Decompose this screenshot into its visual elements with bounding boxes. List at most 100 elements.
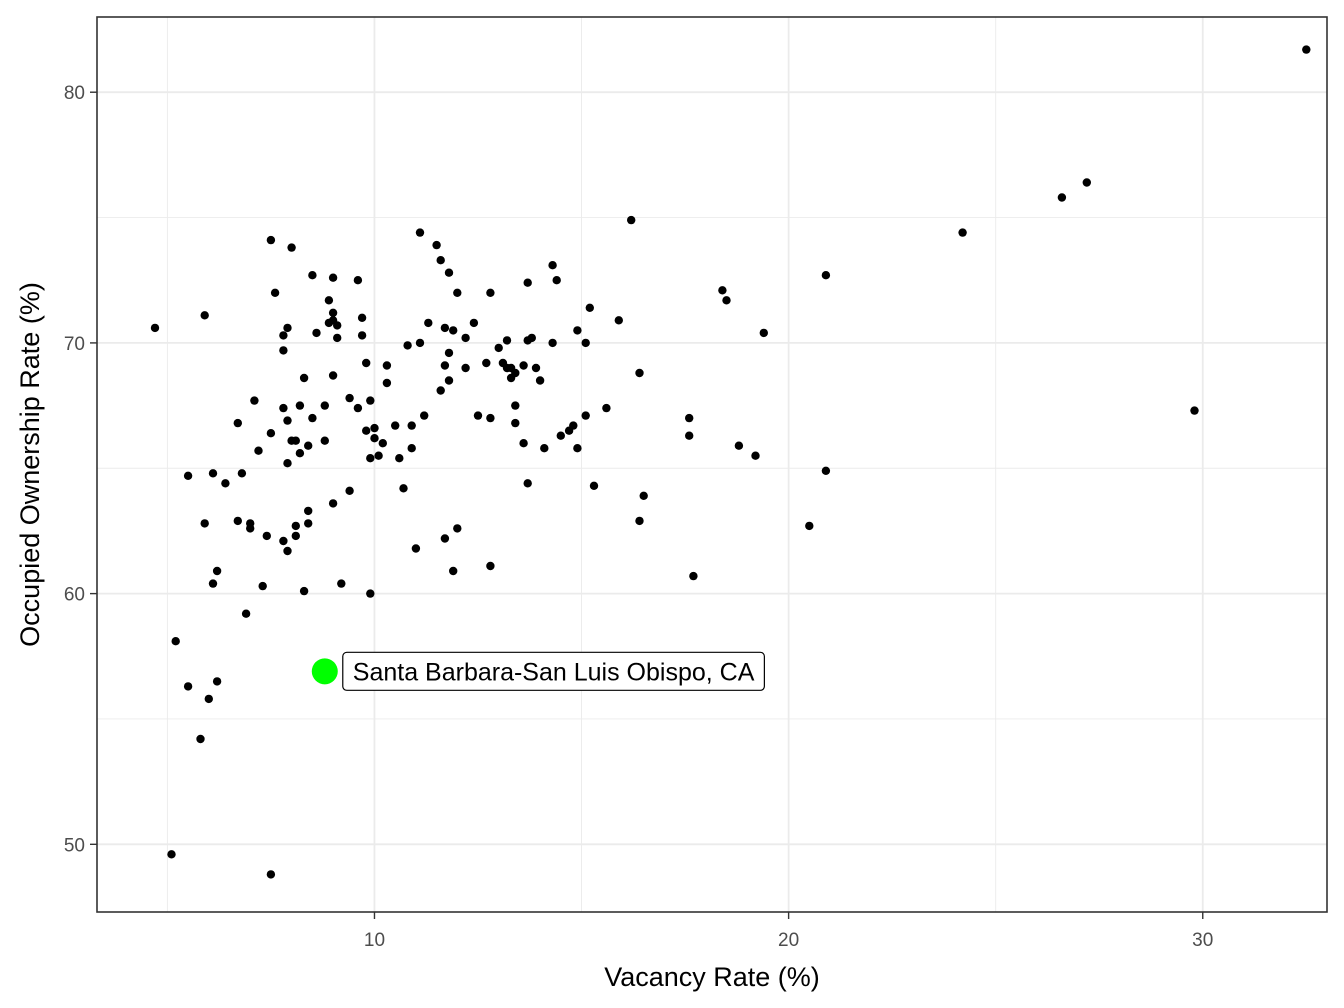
data-point: [722, 296, 731, 305]
data-point: [540, 444, 549, 453]
data-point: [569, 421, 578, 430]
data-point: [287, 243, 296, 252]
data-point: [581, 338, 590, 348]
data-point: [221, 479, 230, 488]
data-point: [291, 436, 300, 445]
data-point: [204, 694, 213, 704]
data-point: [589, 481, 599, 490]
data-point: [602, 403, 611, 413]
data-point: [279, 536, 288, 546]
data-point: [805, 521, 814, 531]
data-point: [523, 278, 532, 287]
data-point: [308, 413, 317, 423]
data-point: [440, 323, 450, 333]
data-point: [266, 870, 276, 879]
data-point: [183, 471, 193, 480]
data-point: [382, 361, 392, 370]
data-point: [449, 326, 458, 335]
data-point: [436, 256, 445, 265]
panel-border: [96, 16, 1328, 913]
data-point: [519, 361, 528, 370]
data-point: [399, 484, 408, 493]
data-point: [345, 486, 354, 495]
data-point: [304, 519, 313, 528]
data-point: [635, 516, 644, 526]
data-point: [279, 346, 288, 355]
data-point: [212, 677, 222, 686]
data-point: [469, 318, 479, 328]
data-point: [821, 466, 831, 475]
data-point: [473, 411, 483, 420]
data-point: [328, 273, 338, 282]
data-point: [262, 531, 271, 541]
data-point: [150, 323, 160, 333]
highlight-group: Santa Barbara-San Luis Obispo, CA: [311, 651, 765, 691]
data-point: [237, 469, 247, 478]
data-point: [759, 328, 768, 338]
data-point: [196, 734, 205, 744]
data-point: [821, 271, 831, 280]
data-point: [556, 431, 565, 440]
data-point: [432, 240, 441, 250]
data-point: [208, 469, 218, 478]
data-point: [453, 288, 462, 297]
data-point: [304, 441, 313, 450]
data-point: [482, 358, 491, 368]
data-point: [689, 571, 698, 581]
data-point: [291, 531, 300, 541]
data-point: [958, 228, 967, 237]
data-points: [150, 45, 1311, 879]
y-tick-label: 70: [64, 334, 85, 355]
data-point: [246, 524, 255, 533]
data-point: [353, 276, 363, 285]
data-point: [337, 579, 346, 588]
data-point: [639, 491, 648, 500]
data-point: [585, 303, 594, 312]
data-point: [320, 401, 329, 410]
data-point: [212, 566, 222, 576]
annotation-label: Santa Barbara-San Luis Obispo, CA: [353, 658, 755, 686]
data-point: [548, 261, 557, 270]
data-point: [1190, 406, 1199, 415]
data-point: [324, 296, 334, 305]
data-point: [573, 326, 582, 335]
data-point: [279, 403, 288, 413]
data-point: [444, 268, 454, 277]
data-point: [308, 271, 317, 280]
data-point: [486, 413, 495, 423]
data-point: [366, 589, 375, 598]
data-point: [312, 328, 321, 338]
data-point: [635, 368, 644, 378]
data-point: [266, 429, 276, 438]
x-tick-label: 20: [778, 930, 799, 951]
data-point: [511, 368, 520, 378]
data-point: [527, 333, 536, 343]
data-point: [502, 336, 512, 345]
data-point: [535, 376, 545, 385]
annotation-label-box: [342, 651, 765, 691]
data-point: [266, 235, 276, 245]
data-point: [208, 579, 218, 588]
data-point: [283, 546, 292, 556]
data-point: [250, 396, 259, 405]
y-tick-label: 80: [64, 83, 85, 104]
data-point: [395, 454, 404, 463]
x-axis-ticks: 10 20 30: [364, 912, 1213, 951]
data-point: [407, 421, 416, 430]
data-point: [283, 459, 292, 468]
x-tick-label: 10: [364, 930, 385, 951]
data-point: [299, 373, 309, 383]
data-point: [366, 396, 375, 405]
data-point: [415, 338, 425, 348]
data-point: [436, 386, 445, 395]
data-point: [718, 286, 727, 295]
data-point: [353, 403, 363, 413]
data-point: [270, 288, 280, 297]
data-point: [304, 506, 313, 516]
data-point: [333, 321, 342, 330]
data-point: [486, 561, 495, 571]
data-point: [328, 371, 338, 380]
highlight-point: [311, 658, 338, 685]
